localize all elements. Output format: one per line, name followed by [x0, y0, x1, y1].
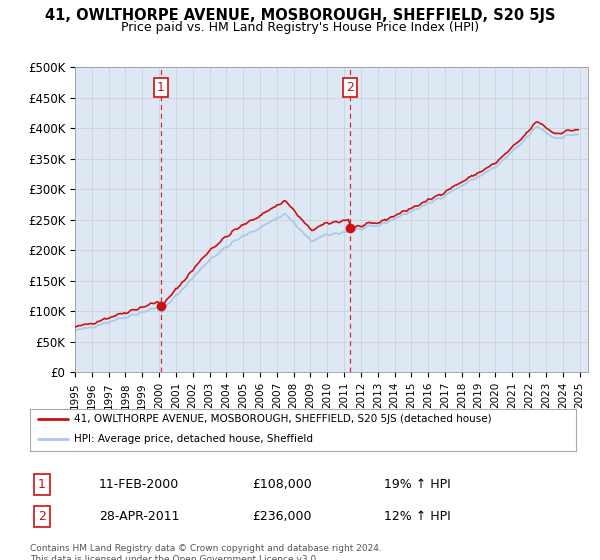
Text: 12% ↑ HPI: 12% ↑ HPI	[384, 510, 451, 523]
Text: 2: 2	[346, 81, 353, 94]
Bar	[161, 67, 350, 372]
Text: Contains HM Land Registry data © Crown copyright and database right 2024.
This d: Contains HM Land Registry data © Crown c…	[30, 544, 382, 560]
Text: £236,000: £236,000	[252, 510, 311, 523]
Text: 41, OWLTHORPE AVENUE, MOSBOROUGH, SHEFFIELD, S20 5JS (detached house): 41, OWLTHORPE AVENUE, MOSBOROUGH, SHEFFI…	[74, 414, 491, 424]
Text: 28-APR-2011: 28-APR-2011	[99, 510, 179, 523]
Text: 11-FEB-2000: 11-FEB-2000	[99, 478, 179, 491]
Text: HPI: Average price, detached house, Sheffield: HPI: Average price, detached house, Shef…	[74, 434, 313, 444]
Text: 2: 2	[38, 510, 46, 523]
Text: Price paid vs. HM Land Registry's House Price Index (HPI): Price paid vs. HM Land Registry's House …	[121, 21, 479, 34]
Text: 1: 1	[157, 81, 165, 94]
Text: 1: 1	[38, 478, 46, 491]
Text: 19% ↑ HPI: 19% ↑ HPI	[384, 478, 451, 491]
Text: £108,000: £108,000	[252, 478, 312, 491]
Text: 41, OWLTHORPE AVENUE, MOSBOROUGH, SHEFFIELD, S20 5JS: 41, OWLTHORPE AVENUE, MOSBOROUGH, SHEFFI…	[45, 8, 555, 24]
